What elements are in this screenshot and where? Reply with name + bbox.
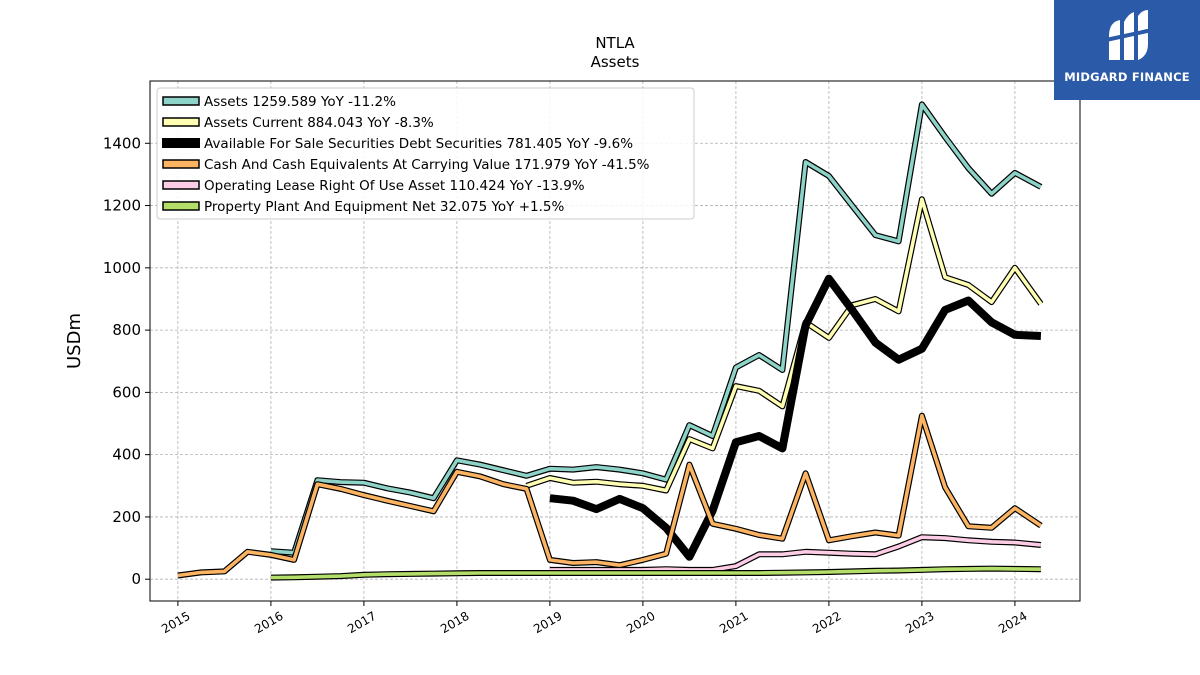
legend-swatch bbox=[162, 117, 200, 127]
legend-swatch bbox=[162, 138, 200, 148]
legend-box bbox=[156, 87, 695, 220]
legend-label: Property Plant And Equipment Net 32.075 … bbox=[204, 199, 564, 215]
plot-frame bbox=[149, 80, 1081, 602]
legend-swatch bbox=[162, 96, 200, 106]
legend-swatch bbox=[162, 159, 200, 169]
x-tick-label: 2023 bbox=[903, 609, 936, 636]
legend: Assets 1259.589 YoY -11.2% Assets Current… bbox=[156, 87, 695, 220]
series-line bbox=[549, 535, 1042, 572]
x-tick-label: 2021 bbox=[717, 609, 750, 636]
series-line bbox=[177, 413, 1042, 578]
x-tick-label: 2022 bbox=[810, 609, 843, 636]
chart-title: NTLA bbox=[595, 34, 635, 52]
legend-swatch bbox=[162, 201, 200, 211]
series-layer bbox=[177, 101, 1044, 581]
x-tick-label: 2016 bbox=[252, 609, 285, 636]
y-tick-label: 1000 bbox=[103, 259, 141, 277]
y-tick-label: 800 bbox=[112, 321, 141, 339]
legend-swatch bbox=[162, 180, 200, 190]
y-tick-label: 1400 bbox=[103, 134, 141, 152]
brand-logo: MIDGARD FINANCE bbox=[1054, 0, 1200, 100]
y-tick-label: 400 bbox=[112, 446, 141, 464]
series-line-outline bbox=[177, 412, 1043, 579]
series-line bbox=[270, 566, 1041, 580]
y-tick-label: 1200 bbox=[103, 197, 141, 215]
legend-label: Assets 1259.589 YoY -11.2% bbox=[204, 94, 396, 110]
series-line bbox=[270, 102, 1042, 555]
brand-name: MIDGARD FINANCE bbox=[1064, 70, 1190, 84]
y-tick-label: 200 bbox=[112, 508, 141, 526]
x-tick-label: 2024 bbox=[996, 609, 1029, 636]
legend-label: Assets Current 884.043 YoY -8.3% bbox=[204, 115, 434, 131]
x-tick-label: 2020 bbox=[624, 609, 657, 636]
y-tick-label: 0 bbox=[131, 570, 141, 588]
legend-label: Cash And Cash Equivalents At Carrying Va… bbox=[204, 157, 650, 173]
x-tick-label: 2015 bbox=[159, 609, 192, 636]
legend-label: Operating Lease Right Of Use Asset 110.4… bbox=[204, 178, 585, 194]
x-tick-label: 2018 bbox=[438, 609, 471, 636]
y-tick-label: 600 bbox=[112, 383, 141, 401]
x-tick-label: 2019 bbox=[531, 609, 564, 636]
chart-subtitle: Assets bbox=[591, 53, 640, 71]
series-line-available-for-sale bbox=[549, 274, 1042, 561]
y-axis-label: USDm bbox=[64, 313, 85, 369]
x-tick-label: 2017 bbox=[345, 609, 378, 636]
series-line bbox=[526, 197, 1043, 493]
legend-label: Available For Sale Securities Debt Secur… bbox=[204, 136, 633, 152]
midgard-logo-icon bbox=[1105, 10, 1153, 60]
